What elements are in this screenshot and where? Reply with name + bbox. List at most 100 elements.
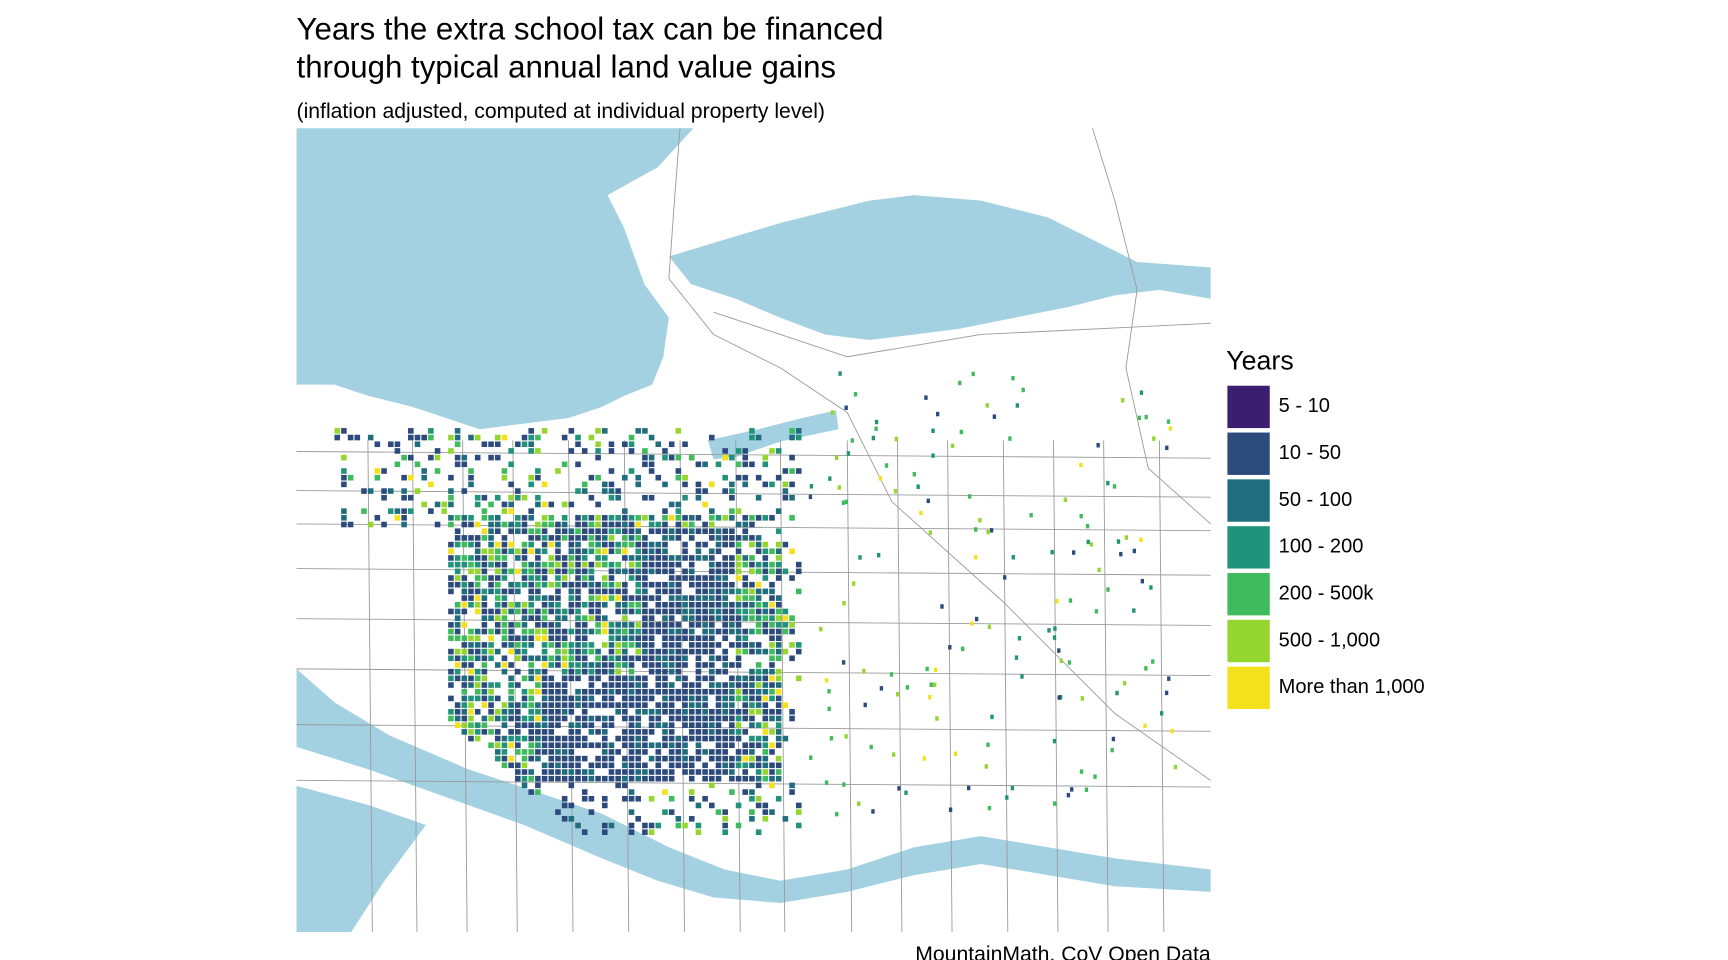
parcel — [749, 608, 755, 615]
parcel — [635, 742, 642, 749]
parcel — [1106, 480, 1110, 486]
parcel — [628, 608, 635, 615]
parcel — [648, 541, 655, 548]
parcel — [561, 608, 568, 615]
parcel — [789, 575, 795, 581]
parcel — [575, 655, 581, 662]
parcel — [1132, 548, 1137, 554]
parcel — [561, 561, 568, 568]
parcel — [709, 628, 715, 635]
parcel — [789, 454, 795, 461]
parcel — [682, 682, 688, 688]
parcel — [528, 434, 534, 441]
parcel — [628, 555, 635, 561]
parcel — [608, 588, 615, 595]
parcel — [555, 762, 561, 769]
parcel — [541, 709, 548, 715]
parcel — [448, 541, 454, 548]
parcel — [588, 615, 595, 621]
parcel — [648, 829, 655, 835]
parcel — [755, 535, 762, 541]
parcel — [662, 615, 668, 621]
parcel — [581, 662, 588, 668]
parcel — [588, 575, 595, 581]
parcel — [762, 675, 769, 682]
parcel — [989, 528, 994, 533]
parcel — [615, 595, 621, 601]
parcel — [374, 441, 381, 448]
parcel — [695, 668, 702, 675]
parcel — [622, 782, 628, 789]
parcel — [454, 441, 461, 448]
parcel — [575, 608, 581, 615]
parcel — [749, 434, 755, 441]
parcel — [528, 628, 534, 635]
parcel — [735, 735, 742, 742]
parcel — [709, 755, 715, 762]
parcel — [648, 755, 655, 762]
parcel — [695, 595, 702, 601]
parcel — [561, 715, 568, 722]
parcel — [601, 715, 608, 722]
parcel — [971, 371, 975, 377]
parcel — [474, 501, 481, 508]
parcel — [615, 662, 621, 668]
parcel — [595, 595, 601, 601]
parcel — [675, 688, 682, 695]
parcel — [1132, 608, 1136, 613]
parcel — [622, 648, 628, 655]
parcel — [928, 695, 932, 700]
parcel — [762, 755, 769, 762]
parcel — [494, 695, 501, 702]
parcel — [709, 722, 715, 728]
parcel — [675, 662, 682, 668]
parcel — [548, 622, 555, 628]
parcel — [461, 581, 468, 588]
parcel — [628, 702, 635, 708]
parcel — [461, 608, 468, 615]
parcel — [568, 755, 575, 762]
parcel — [508, 568, 514, 575]
parcel — [588, 561, 595, 568]
parcel — [1003, 575, 1007, 580]
parcel — [601, 535, 608, 541]
parcel — [454, 434, 461, 441]
parcel — [615, 568, 621, 575]
parcel — [501, 601, 508, 608]
parcel — [601, 755, 608, 762]
parcel — [742, 648, 749, 655]
parcel — [762, 809, 769, 815]
parcel — [775, 642, 782, 648]
sea-island-water — [296, 785, 426, 932]
parcel — [715, 809, 722, 815]
parcel — [555, 809, 561, 815]
parcel — [668, 528, 675, 534]
parcel — [722, 568, 728, 575]
parcel — [588, 628, 595, 635]
parcel — [715, 742, 722, 749]
parcel — [722, 581, 728, 588]
parcel — [675, 555, 682, 561]
parcel — [548, 695, 555, 702]
parcel — [655, 662, 662, 668]
parcel — [535, 494, 541, 501]
parcel — [648, 528, 655, 534]
parcel — [622, 755, 628, 762]
road — [846, 440, 853, 932]
parcel — [655, 608, 662, 615]
parcel — [769, 515, 775, 521]
parcel — [735, 729, 742, 735]
parcel — [448, 494, 454, 501]
parcel — [715, 715, 722, 722]
parcel — [622, 622, 628, 628]
parcel — [769, 601, 775, 608]
parcel — [575, 695, 581, 702]
parcel — [795, 428, 802, 434]
parcel — [775, 555, 782, 561]
parcel — [702, 601, 708, 608]
parcel — [581, 755, 588, 762]
parcel — [561, 702, 568, 708]
parcel — [454, 709, 461, 715]
parcel — [648, 581, 655, 588]
